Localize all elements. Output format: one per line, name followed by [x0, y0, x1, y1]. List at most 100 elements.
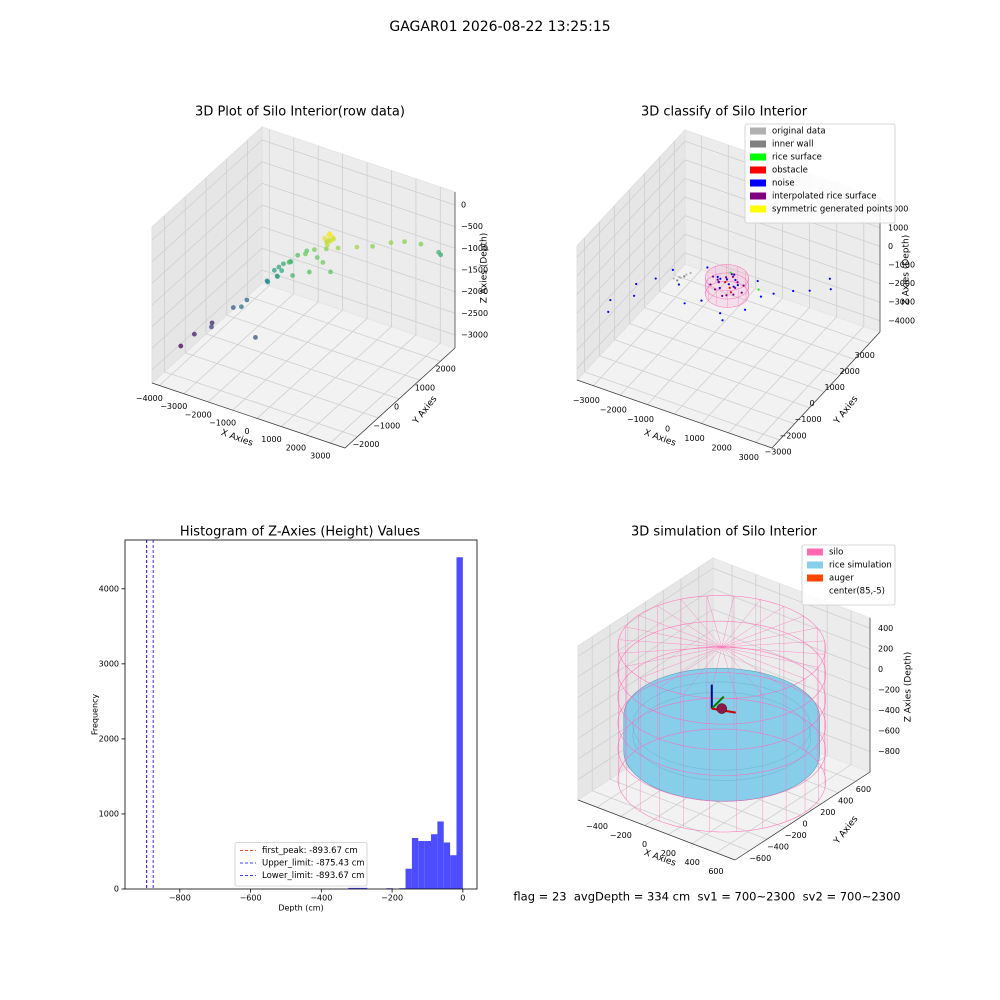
point	[729, 291, 733, 294]
legend-swatch	[750, 166, 766, 174]
silo-roof-line	[625, 626, 722, 648]
legend-label: rice simulation	[829, 561, 892, 571]
point	[732, 293, 735, 296]
x-tick-label: −600	[240, 894, 262, 903]
point	[314, 255, 320, 260]
point	[732, 285, 735, 288]
legend-label: silo	[829, 548, 843, 558]
bar	[405, 868, 412, 889]
point	[718, 286, 721, 290]
point	[721, 294, 724, 297]
y-tick-label: 3000	[99, 659, 119, 668]
point	[335, 245, 341, 251]
point	[635, 282, 638, 286]
x-tick-label: −4000	[136, 394, 163, 403]
point	[716, 275, 719, 278]
point	[402, 239, 407, 245]
y-axis-line	[771, 331, 881, 449]
legend-swatch	[807, 561, 823, 569]
point	[719, 277, 722, 280]
grid-line	[151, 269, 263, 371]
z-tick-label: 400	[878, 624, 893, 633]
z-tick-label: −600	[878, 726, 900, 735]
point	[742, 284, 745, 287]
silo-roof-line	[659, 646, 722, 688]
x-tick-label: 0	[460, 894, 465, 903]
grid-line	[261, 139, 456, 206]
x-tick-label: 1000	[261, 435, 281, 444]
y-tick-label: −400	[767, 843, 789, 852]
point	[312, 247, 317, 253]
grid-line	[592, 790, 750, 852]
x-tick-label: −1000	[627, 415, 654, 424]
chart-title: 3D Plot of Silo Interior(row data)	[195, 105, 405, 120]
point	[418, 241, 424, 247]
point	[281, 261, 286, 267]
x-tick-label: −200	[381, 894, 403, 903]
y-tick-label: 600	[856, 785, 871, 794]
legend-swatch	[750, 127, 766, 135]
z-tick-label: 200	[878, 644, 893, 653]
silo-roof-line	[683, 646, 722, 695]
plot-frame	[124, 539, 478, 890]
silo-roof-line	[721, 615, 804, 648]
point	[354, 244, 360, 250]
x-tick-label: −200	[610, 831, 632, 840]
x-tick-label: −1000	[209, 419, 236, 428]
silo-roof-line	[721, 646, 819, 668]
silo-roof-line	[618, 639, 722, 648]
z-tick-label: 2000	[888, 205, 908, 214]
y-tick-label: 0	[114, 885, 119, 894]
point	[717, 281, 720, 284]
bar	[424, 840, 432, 889]
point	[275, 274, 280, 279]
grid-line	[609, 778, 768, 840]
point	[253, 334, 258, 340]
y-axis-line	[734, 771, 871, 861]
figure-title: GAGAR01 2026-08-22 13:25:15	[389, 19, 610, 35]
grid-line	[576, 215, 686, 332]
point	[271, 267, 277, 273]
point	[209, 324, 214, 330]
x-tick-label: −2000	[185, 410, 212, 419]
point	[725, 294, 728, 297]
x-axis-line	[577, 799, 736, 861]
grid-line	[644, 307, 840, 376]
grid-line	[614, 339, 810, 409]
y-tick-label: 1000	[825, 383, 845, 392]
legend-label: obstacle	[772, 166, 808, 176]
x-axis-line	[576, 379, 773, 449]
y-tick-label: −3000	[765, 447, 792, 456]
point	[700, 299, 703, 302]
grid-line	[674, 274, 870, 344]
point	[743, 308, 747, 311]
point	[328, 269, 333, 275]
point	[388, 240, 394, 246]
grid-line	[712, 567, 871, 629]
point	[244, 297, 250, 303]
bar	[348, 887, 355, 889]
chart-title: Histogram of Z-Axies (Height) Values	[180, 525, 420, 540]
z-tick-label: −3000	[888, 298, 915, 307]
grid-line	[151, 139, 263, 241]
grid-line	[261, 226, 456, 293]
point	[736, 283, 739, 287]
silo-roof-line	[680, 599, 722, 648]
legend-label: first_peak: -893.67 cm	[262, 846, 358, 856]
legend-swatch	[750, 153, 766, 161]
bar	[437, 821, 444, 889]
grid-line	[728, 316, 837, 434]
legend-label: interpolated rice surface	[772, 192, 877, 202]
x-tick-label: 3000	[739, 453, 759, 462]
point	[295, 252, 301, 258]
x-tick-label: 1000	[684, 434, 704, 443]
point	[713, 288, 717, 291]
z-tick-label: 0	[888, 242, 893, 251]
silo-roof-line	[706, 595, 723, 648]
z-tick-label: −4000	[888, 316, 915, 325]
grid-line	[577, 588, 714, 678]
legend-label: Upper_limit: -875.43 cm	[262, 859, 365, 869]
point	[727, 283, 730, 286]
point	[302, 251, 308, 257]
y-tick-label: −200	[785, 831, 807, 840]
